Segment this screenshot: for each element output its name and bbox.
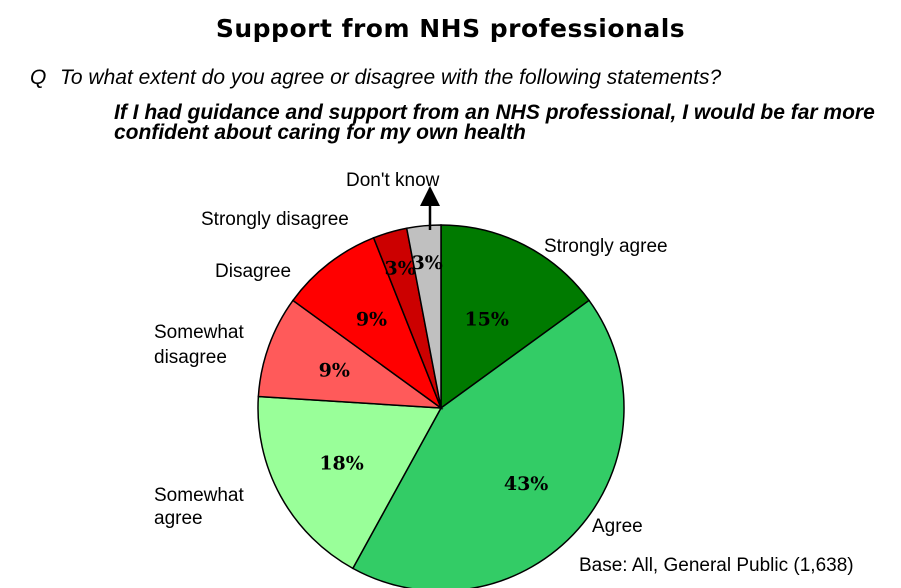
statement-text: If I had guidance and support from an NH…: [114, 101, 875, 144]
question-text: To what extent do you agree or disagree …: [60, 66, 722, 89]
pct-label-strongly-disagree: 3%: [385, 257, 416, 279]
pct-label-somewhat-disagree: 9%: [319, 360, 350, 382]
label-dont-know: Don't know: [346, 170, 440, 191]
chart-title: Support from NHS professionals: [215, 14, 686, 43]
base-note: Base: All, General Public (1,638): [579, 555, 854, 576]
pie-slice-somewhat-agree: [257, 395, 443, 570]
pie-slice-strongly-agree: [440, 224, 591, 410]
pie-slice-disagree: [291, 236, 443, 411]
label-agree: Agree: [592, 516, 643, 537]
pct-label-disagree: 9%: [356, 308, 387, 330]
label-somewhat-agree-2: agree: [154, 508, 203, 529]
label-somewhat-disagree-2: disagree: [154, 347, 227, 368]
pct-label-somewhat-agree: 18%: [319, 453, 364, 475]
label-strongly-disagree: Strongly disagree: [201, 209, 349, 230]
label-disagree: Disagree: [215, 261, 291, 282]
label-strongly-agree: Strongly agree: [544, 236, 668, 257]
question-marker: Q: [30, 66, 47, 89]
pct-label-agree: 43%: [504, 473, 549, 495]
pct-label-don-t-know: 3%: [412, 252, 443, 274]
pie-slice-somewhat-disagree: [257, 299, 444, 409]
pie-slice-agree: [351, 299, 625, 588]
label-somewhat-agree-1: Somewhat: [154, 485, 244, 506]
pie-slice-don-t-know: [405, 224, 442, 409]
label-somewhat-disagree-1: Somewhat: [154, 322, 244, 343]
pct-label-strongly-agree: 15%: [464, 308, 509, 330]
